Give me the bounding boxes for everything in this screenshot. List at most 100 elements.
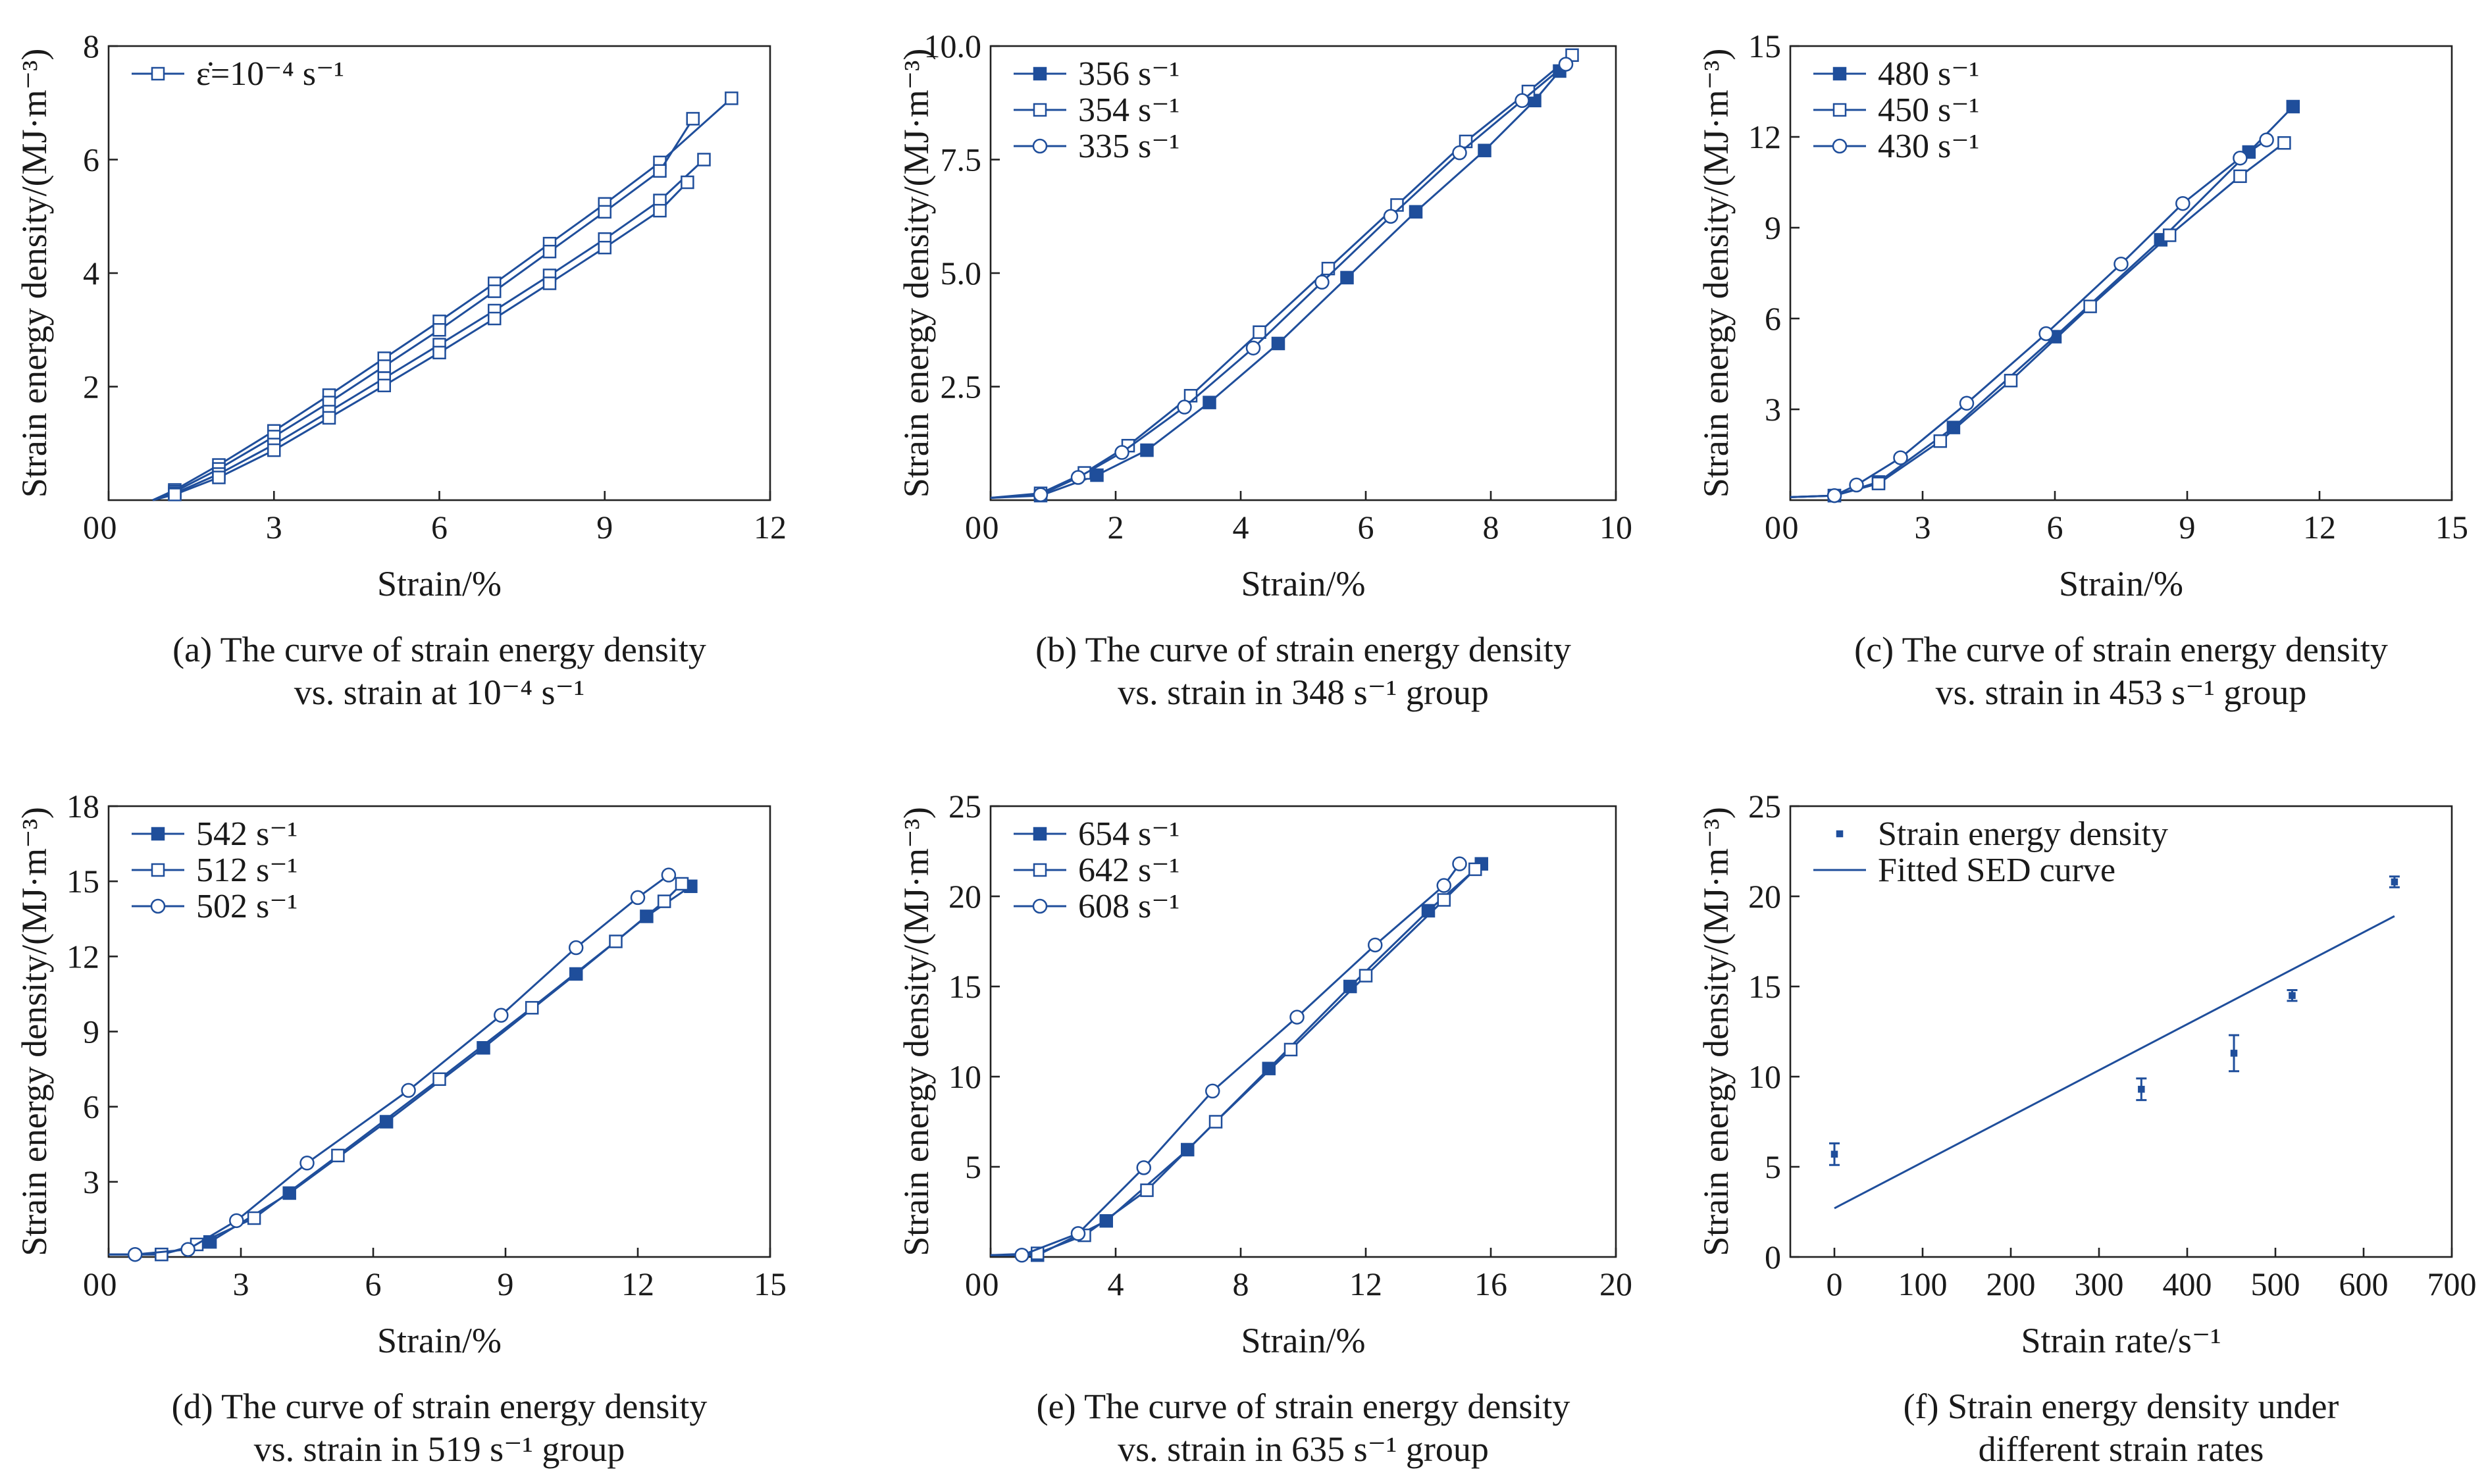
y-tick-label: 25 <box>948 788 981 825</box>
data-point <box>1033 487 1049 502</box>
x-tick-label: 8 <box>1233 1266 1249 1302</box>
data-point-group <box>2229 1034 2240 1073</box>
data-point <box>1946 421 1961 434</box>
series-line <box>1790 142 2285 498</box>
x-tick-label: 200 <box>1986 1266 2036 1302</box>
legend-marker <box>150 898 166 914</box>
y-tick-label: 6 <box>83 141 99 178</box>
fitted-curve <box>1834 915 2395 1210</box>
data-point <box>1183 389 1198 403</box>
legend-marker <box>1033 103 1047 117</box>
data-point <box>725 91 739 105</box>
x-tick-label: 700 <box>2427 1266 2477 1302</box>
x-axis-label: Strain/% <box>377 564 502 603</box>
y-tick-label: 15 <box>948 968 981 1005</box>
data-point <box>2277 136 2291 150</box>
data-point <box>180 1242 195 1257</box>
x-tick-label: 300 <box>2075 1266 2124 1302</box>
legend-label: 608 s⁻¹ <box>1078 888 1179 925</box>
data-point <box>1340 270 1354 285</box>
data-point <box>598 205 611 219</box>
data-point-group <box>1829 1142 1840 1166</box>
data-point <box>1114 445 1129 460</box>
y-tick-label: 20 <box>948 878 981 915</box>
data-point <box>1827 488 1842 503</box>
chart-panel-d: 0 3 6 9 12 15 3 6 9 12 15 18 0 Strain/% Strain energy … <box>14 788 787 1469</box>
data-point <box>377 378 391 393</box>
x-tick-label: 6 <box>1358 509 1374 546</box>
data-point <box>401 1083 416 1098</box>
data-point <box>630 890 646 906</box>
x-tick-label: 100 <box>1898 1266 1948 1302</box>
legend-item: 642 s⁻¹ <box>1014 852 1179 889</box>
y-tick-label: 6 <box>83 1088 99 1125</box>
data-point <box>1409 205 1423 219</box>
x-tick-label: 12 <box>754 509 787 546</box>
x-tick-label: 3 <box>1915 509 1931 546</box>
y-tick-label: 9 <box>1765 209 1781 246</box>
data-point <box>1390 198 1404 212</box>
x-tick-label: 20 <box>1599 1266 1632 1302</box>
origin-tick-label: 0 <box>1765 509 1781 546</box>
legend-marker <box>1033 863 1047 877</box>
y-tick-label: 25 <box>1748 788 1781 825</box>
y-tick-label: 18 <box>66 788 99 825</box>
data-point <box>247 1211 261 1225</box>
data-point <box>1558 57 1574 72</box>
panel-caption-line2: vs. strain at 10⁻⁴ s⁻¹ <box>294 673 585 712</box>
data-point <box>1253 325 1266 339</box>
data-point <box>609 934 623 948</box>
x-tick-label: 16 <box>1474 1266 1507 1302</box>
series-line <box>152 118 694 501</box>
legend-item: 354 s⁻¹ <box>1014 91 1179 129</box>
data-point <box>168 488 182 501</box>
data-point <box>1933 434 1948 448</box>
data-point <box>1140 443 1154 457</box>
x-tick-label: 10 <box>1599 509 1632 546</box>
x-tick-label: 0 <box>1827 1266 1843 1302</box>
x-tick-label: 600 <box>2339 1266 2389 1302</box>
data-point <box>2162 228 2177 242</box>
x-axis-label: Strain/% <box>1241 1321 1366 1360</box>
data-point <box>212 471 226 484</box>
x-tick-label: 4 <box>1108 1266 1124 1302</box>
y-tick-label: 15 <box>1748 968 1781 1005</box>
y-tick-label: 10.0 <box>924 28 982 64</box>
data-point <box>1203 396 1216 409</box>
data-point <box>1262 1062 1276 1075</box>
origin-tick-label: 0 <box>965 1266 981 1302</box>
series-line <box>991 863 1461 1256</box>
legend-label: ε̇=10⁻⁴ s⁻¹ <box>196 55 344 93</box>
y-axis-label: Strain energy density/(MJ·m⁻³) <box>14 807 54 1256</box>
data-point <box>568 940 584 956</box>
x-tick-label: 0 <box>101 509 117 546</box>
y-tick-label: 3 <box>1765 391 1781 428</box>
data-point <box>1070 470 1086 485</box>
legend: ε̇=10⁻⁴ s⁻¹ <box>132 55 344 93</box>
legend-marker <box>1032 898 1048 914</box>
x-tick-label: 6 <box>365 1266 382 1302</box>
data-point <box>2391 878 2398 886</box>
data-point <box>1289 1010 1305 1025</box>
panel-caption-line1: (d) The curve of strain energy density <box>172 1387 708 1426</box>
data-point <box>2259 132 2274 147</box>
x-tick-label: 3 <box>233 1266 249 1302</box>
data-point <box>488 311 502 326</box>
legend-label: Fitted SED curve <box>1878 852 2115 889</box>
series-line <box>152 97 733 501</box>
series-1 <box>1790 136 2291 503</box>
data-point <box>432 323 446 337</box>
x-axis-label: Strain rate/s⁻¹ <box>2021 1321 2221 1360</box>
data-point <box>127 1246 143 1262</box>
data-point <box>2233 169 2247 184</box>
legend-label: 450 s⁻¹ <box>1878 91 1979 129</box>
chart-panel-c: 0 3 6 9 12 15 3 6 9 12 15 0 Strain/% Strain energy de… <box>1696 28 2468 712</box>
series-2 <box>1790 132 2274 503</box>
legend-marker <box>151 863 165 877</box>
data-point <box>299 1156 315 1171</box>
series-1 <box>109 877 689 1262</box>
series-2 <box>109 867 677 1262</box>
legend-label: Strain energy density <box>1878 815 2168 853</box>
x-tick-label: 4 <box>1233 509 1249 546</box>
